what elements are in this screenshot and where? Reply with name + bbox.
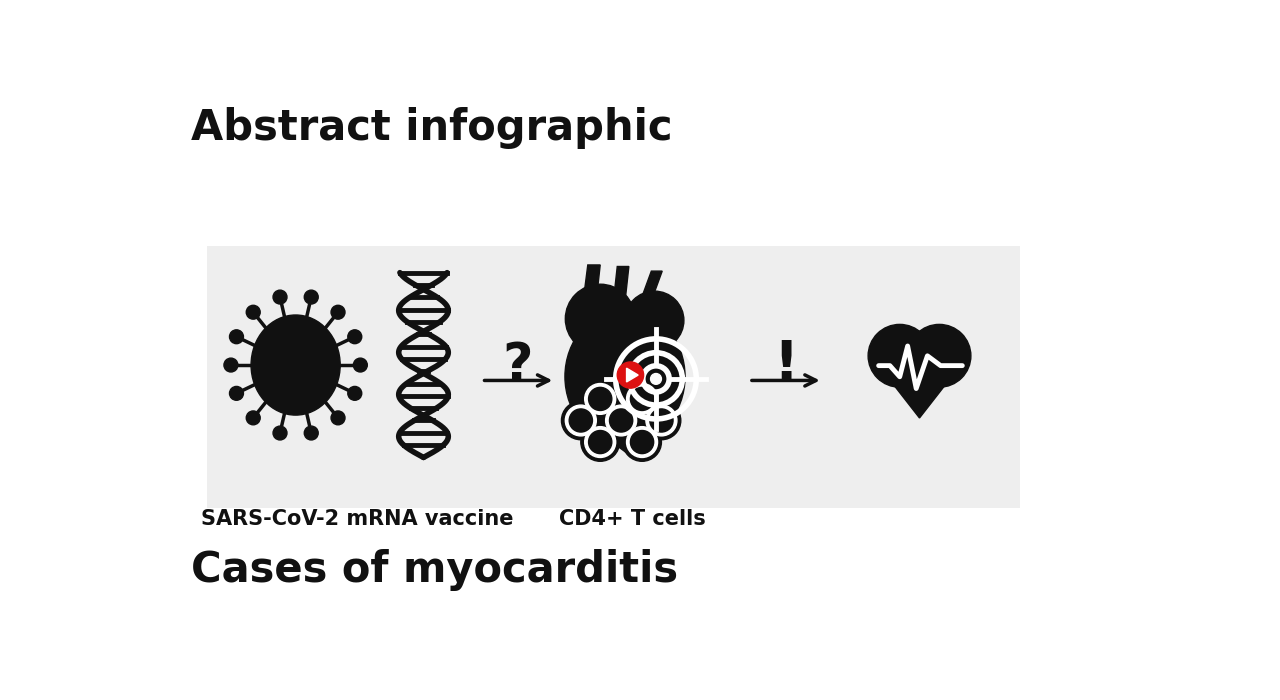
Circle shape <box>229 330 243 344</box>
Circle shape <box>589 387 612 410</box>
Circle shape <box>650 374 662 384</box>
Circle shape <box>229 386 243 400</box>
Circle shape <box>581 423 620 461</box>
Polygon shape <box>872 357 966 418</box>
Circle shape <box>224 358 238 372</box>
Circle shape <box>605 405 636 436</box>
Circle shape <box>908 324 972 387</box>
Circle shape <box>631 387 654 410</box>
Circle shape <box>622 379 662 418</box>
Circle shape <box>246 305 260 319</box>
Text: SARS-CoV-2 mRNA vaccine: SARS-CoV-2 mRNA vaccine <box>201 509 513 529</box>
Circle shape <box>650 409 673 432</box>
Circle shape <box>566 284 635 354</box>
Circle shape <box>617 362 644 388</box>
Ellipse shape <box>582 294 598 313</box>
Circle shape <box>626 384 658 414</box>
Circle shape <box>273 426 287 440</box>
Polygon shape <box>613 267 628 302</box>
Polygon shape <box>582 265 600 307</box>
Text: ?: ? <box>503 340 534 392</box>
Polygon shape <box>626 368 639 382</box>
Circle shape <box>566 405 596 436</box>
Circle shape <box>348 386 362 400</box>
Circle shape <box>332 305 346 319</box>
FancyBboxPatch shape <box>206 246 1020 508</box>
Text: Abstract infographic: Abstract infographic <box>191 107 672 149</box>
Circle shape <box>589 430 612 454</box>
Circle shape <box>609 409 632 432</box>
Circle shape <box>348 330 362 344</box>
Circle shape <box>570 409 593 432</box>
Text: CD4+ T cells: CD4+ T cells <box>559 509 707 529</box>
Ellipse shape <box>564 309 685 444</box>
Text: Cases of myocarditis: Cases of myocarditis <box>191 549 678 591</box>
Circle shape <box>625 291 684 349</box>
Circle shape <box>353 358 367 372</box>
Circle shape <box>626 427 658 458</box>
Text: !: ! <box>773 338 799 392</box>
Circle shape <box>646 405 677 436</box>
Circle shape <box>332 411 346 425</box>
Circle shape <box>562 401 600 440</box>
Circle shape <box>305 290 319 304</box>
Circle shape <box>643 401 681 440</box>
Circle shape <box>305 426 319 440</box>
Circle shape <box>273 290 287 304</box>
Polygon shape <box>590 412 676 458</box>
Ellipse shape <box>251 315 340 415</box>
Circle shape <box>622 423 662 461</box>
Circle shape <box>602 401 640 440</box>
Circle shape <box>246 411 260 425</box>
Circle shape <box>868 324 932 387</box>
Circle shape <box>585 427 616 458</box>
Circle shape <box>585 384 616 414</box>
Polygon shape <box>639 271 662 305</box>
Circle shape <box>581 379 620 418</box>
Circle shape <box>631 430 654 454</box>
